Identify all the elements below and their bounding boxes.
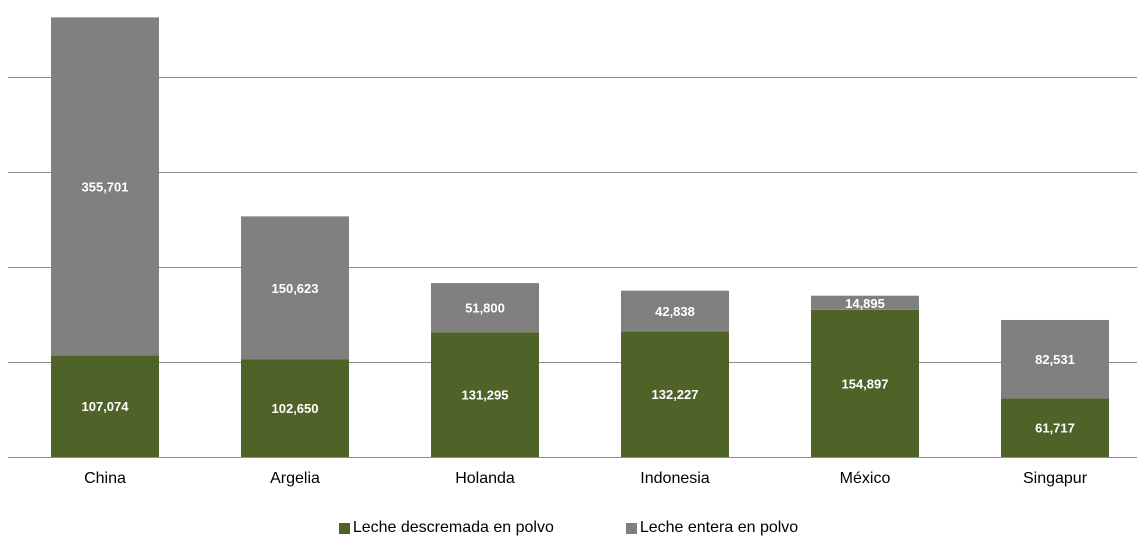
data-label-indonesia-series-0: 132,227 [652, 387, 699, 402]
bars [51, 17, 1109, 457]
x-tick-label-china: China [84, 470, 126, 487]
gridlines [8, 77, 1137, 363]
x-axis: China Argelia Holanda Indonesia México Singap… [8, 457, 1137, 487]
data-label-holanda-series-0: 131,295 [462, 388, 509, 403]
legend-item-descremada: Leche descremada en polvo [338, 519, 554, 537]
bar-holanda-series-1 [431, 283, 539, 333]
data-label-china-series-0: 107,074 [82, 399, 130, 414]
bar-argelia-series-1 [241, 216, 349, 360]
bar-indonesia-series-1 [621, 290, 729, 332]
legend-label-descremada: Leche descremada en polvo [352, 519, 554, 536]
legend-item-entera: Leche entera en polvo [625, 519, 799, 537]
data-label-singapur-series-1: 82,531 [1035, 352, 1075, 367]
bar-méxico-series-1 [811, 295, 919, 310]
legend-swatch-descremada [338, 522, 350, 534]
bar-china-series-0 [51, 355, 159, 457]
data-label-indonesia-series-1: 42,838 [655, 304, 695, 319]
data-label-holanda-series-1: 51,800 [465, 301, 505, 316]
x-tick-label-méxico: México [840, 470, 891, 487]
bar-singapur-series-0 [1001, 398, 1109, 457]
legend: Leche descremada en polvo Leche entera e… [0, 517, 1137, 539]
data-label-china-series-1: 355,701 [82, 179, 129, 194]
bar-argelia-series-0 [241, 359, 349, 457]
legend-swatch-entera [625, 522, 637, 534]
x-tick-label-holanda: Holanda [455, 470, 515, 487]
data-label-méxico-series-0: 154,897 [842, 376, 889, 391]
x-tick-label-indonesia: Indonesia [640, 470, 709, 487]
x-tick-label-singapur: Singapur [1023, 470, 1088, 487]
bar-indonesia-series-0 [621, 331, 729, 457]
data-label-méxico-series-1: 14,895 [845, 296, 885, 311]
data-label-argelia-series-1: 150,623 [272, 281, 319, 296]
bar-méxico-series-0 [811, 309, 919, 457]
data-labels: 107,074 355,701 102,650 150,623 131,295 51,80… [82, 179, 1075, 435]
bar-china-series-1 [51, 17, 159, 356]
data-label-singapur-series-0: 61,717 [1035, 421, 1075, 436]
data-label-argelia-series-0: 102,650 [272, 401, 319, 416]
bar-holanda-series-0 [431, 332, 539, 457]
bar-singapur-series-1 [1001, 319, 1109, 399]
legend-label-entera: Leche entera en polvo [639, 519, 799, 536]
x-tick-label-argelia: Argelia [270, 470, 320, 487]
